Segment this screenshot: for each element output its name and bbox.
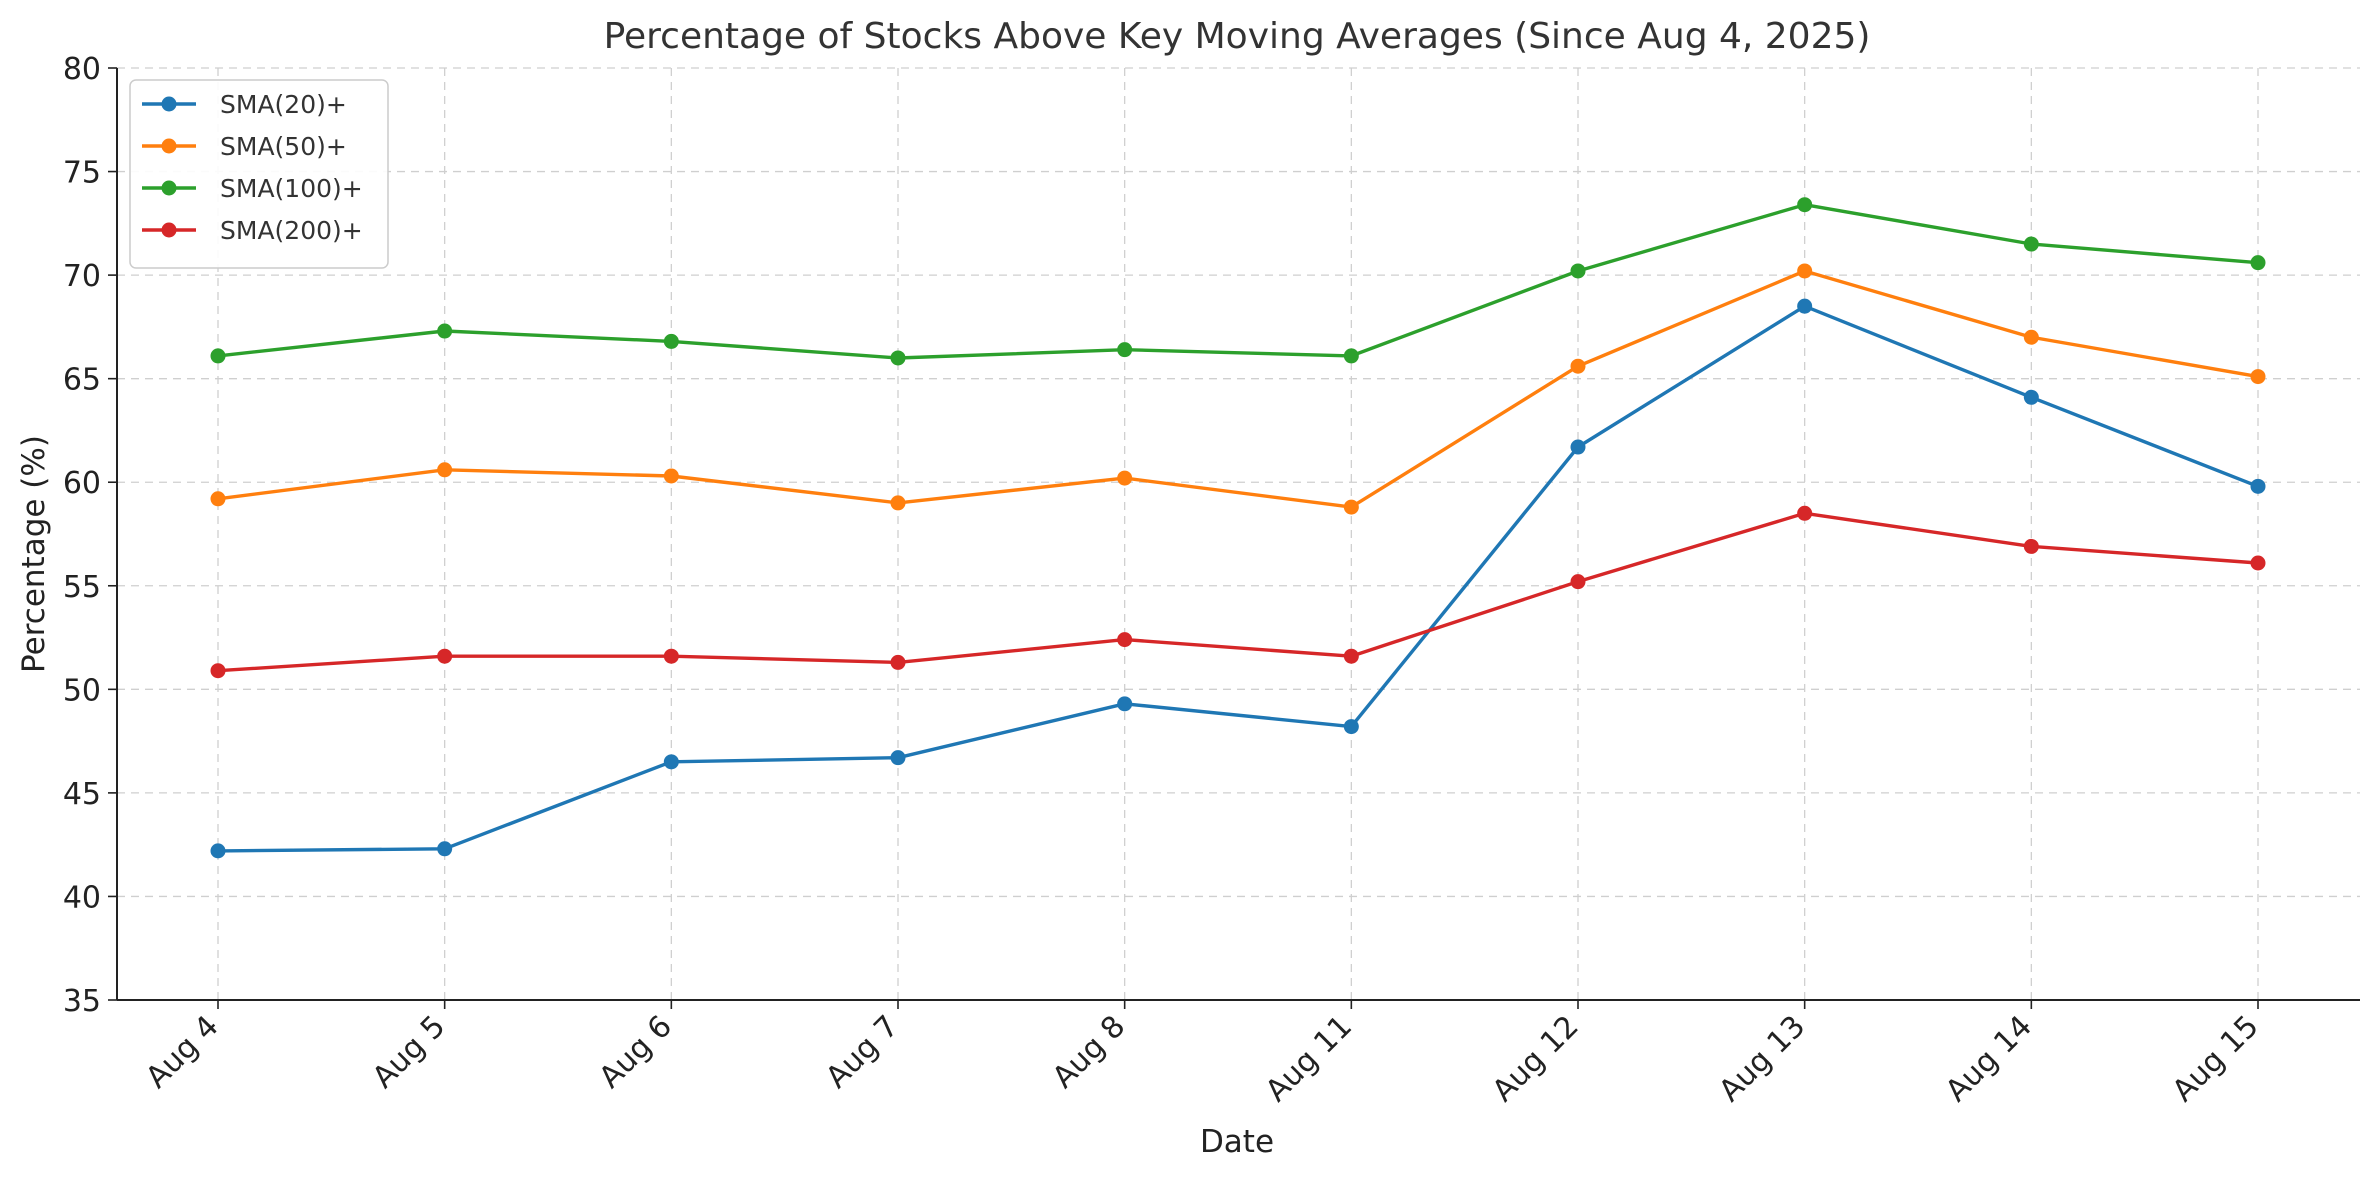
series-SMA(50)+ [210, 263, 2266, 515]
data-point [2250, 255, 2266, 271]
data-point [437, 323, 453, 339]
data-point [437, 462, 453, 478]
series-SMA(200)+ [210, 505, 2266, 679]
axes: 35 40 45 50 55 60 65 70 75 80 Aug 4 Aug 5 Aug 6 Aug 7… [63, 52, 2360, 1109]
data-point [1570, 574, 1586, 590]
data-point [2023, 389, 2039, 405]
data-point [890, 495, 906, 511]
data-point [1117, 470, 1133, 486]
data-point [1343, 648, 1359, 664]
x-tick-label: Aug 7 [819, 1009, 905, 1095]
data-point [1797, 505, 1813, 521]
legend-label: SMA(200)+ [220, 216, 363, 245]
y-tick-label: 65 [63, 363, 101, 398]
data-point [663, 648, 679, 664]
x-tick-label: Aug 5 [366, 1009, 452, 1095]
data-point [890, 654, 906, 670]
series-line [216, 202, 2260, 360]
series-SMA(20)+ [210, 298, 2266, 859]
data-point [210, 843, 226, 859]
x-tick-label: Aug 4 [139, 1009, 225, 1095]
data-point [2250, 478, 2266, 494]
data-point [1570, 263, 1586, 279]
data-point [1343, 499, 1359, 515]
y-tick-label: 75 [63, 156, 101, 191]
data-point [210, 491, 226, 507]
data-point [210, 663, 226, 679]
data-point [210, 348, 226, 364]
data-point [1117, 696, 1133, 712]
data-point [1117, 342, 1133, 358]
data-point [663, 468, 679, 484]
y-tick-label: 60 [63, 466, 101, 501]
data-point [663, 754, 679, 770]
data-point [437, 841, 453, 857]
legend-marker [161, 180, 177, 196]
series-lines [210, 197, 2266, 859]
legend-marker [161, 138, 177, 154]
y-tick-label: 35 [63, 984, 101, 1019]
data-point [2023, 329, 2039, 345]
data-point [2250, 555, 2266, 571]
data-point [1117, 632, 1133, 648]
y-axis-label: Percentage (%) [16, 435, 52, 673]
legend: SMA(20)+ SMA(50)+ SMA(100)+ SMA(200)+ [129, 79, 389, 269]
y-tick-label: 50 [63, 673, 101, 708]
grid-lines [117, 67, 2360, 1001]
data-point [437, 648, 453, 664]
legend-marker [161, 222, 177, 238]
legend-label: SMA(100)+ [220, 174, 363, 203]
x-tick-label: Aug 15 [2166, 1009, 2266, 1109]
data-point [890, 350, 906, 366]
data-point [1570, 358, 1586, 374]
y-tick-label: 45 [63, 777, 101, 812]
series-line [216, 511, 2260, 673]
data-point [1343, 348, 1359, 364]
data-point [1343, 719, 1359, 735]
data-point [2023, 236, 2039, 252]
x-tick-label: Aug 12 [1486, 1009, 1586, 1109]
series-SMA(100)+ [210, 197, 2266, 366]
x-tick-label: Aug 6 [593, 1009, 679, 1095]
data-point [890, 750, 906, 766]
data-point [1797, 298, 1813, 314]
y-tick-label: 70 [63, 259, 101, 294]
x-tick-label: Aug 14 [1939, 1009, 2039, 1109]
x-tick-label: Aug 13 [1712, 1009, 1812, 1109]
series-line [216, 269, 2260, 509]
data-point [1797, 197, 1813, 213]
legend-marker [161, 96, 177, 112]
data-point [2023, 538, 2039, 554]
legend-label: SMA(50)+ [220, 132, 347, 161]
data-point [2250, 369, 2266, 385]
data-point [1570, 439, 1586, 455]
y-tick-label: 40 [63, 880, 101, 915]
y-tick-label: 80 [63, 52, 101, 87]
data-point [663, 333, 679, 349]
x-tick-label: Aug 8 [1046, 1009, 1132, 1095]
x-tick-label: Aug 11 [1259, 1009, 1359, 1109]
data-point [1797, 263, 1813, 279]
y-tick-label: 55 [63, 570, 101, 605]
legend-label: SMA(20)+ [220, 90, 347, 119]
chart-title: Percentage of Stocks Above Key Moving Av… [604, 16, 1871, 57]
x-axis-label: Date [1200, 1124, 1274, 1160]
legend-box [129, 79, 389, 269]
series-line [216, 304, 2260, 853]
